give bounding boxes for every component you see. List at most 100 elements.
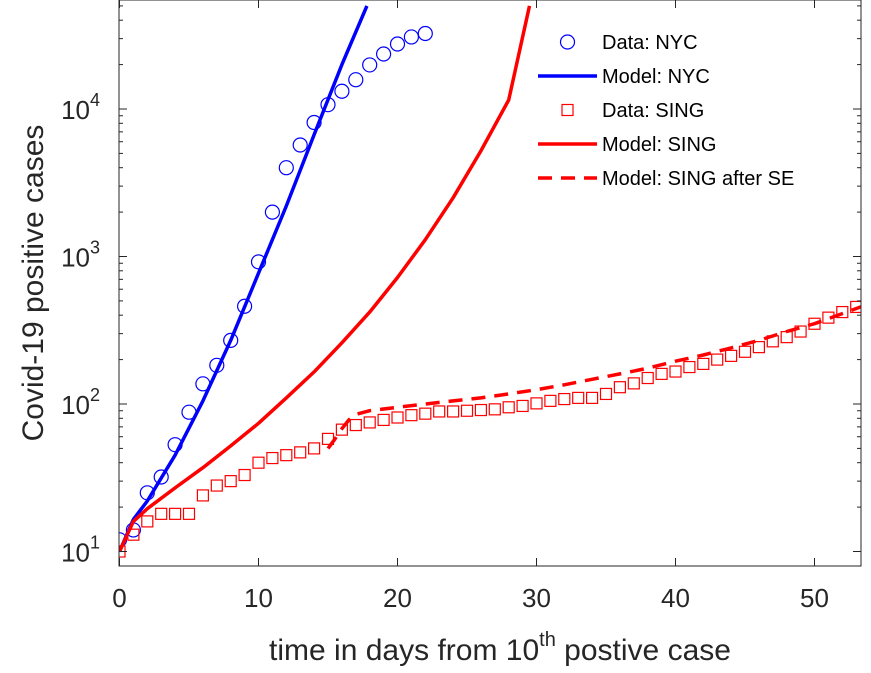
data-point — [447, 405, 460, 418]
data-point — [419, 407, 432, 420]
series-layer — [119, 5, 861, 558]
data-point — [405, 409, 418, 422]
series-model-sing-after-se — [326, 304, 861, 450]
y-tick-label: 103 — [61, 238, 100, 273]
x-tick-label: 40 — [661, 583, 690, 613]
legend-entry: Model: NYC — [538, 66, 710, 88]
y-tick-label-base: 10 — [61, 95, 90, 125]
data-point — [613, 381, 627, 394]
data-point — [223, 332, 239, 348]
data-point — [502, 401, 515, 414]
data-point — [363, 416, 376, 429]
data-point — [280, 449, 293, 462]
legend: Data: NYC Model: NYC Data: SING Model: SING… — [538, 32, 794, 190]
data-point — [752, 341, 766, 354]
legend-swatch — [561, 103, 574, 117]
data-point — [641, 371, 654, 385]
plot-area — [118, 0, 862, 567]
legend-label: Model: NYC — [602, 66, 710, 88]
x-tick-label: 10 — [244, 583, 273, 613]
legend-label: Model: SING — [602, 134, 716, 156]
data-point — [516, 399, 529, 413]
data-point — [389, 36, 406, 52]
plot-background — [119, 0, 861, 566]
y-tick-label: 102 — [61, 385, 100, 420]
data-point — [572, 391, 585, 404]
plot-frame — [118, 0, 862, 567]
data-point — [460, 404, 474, 417]
series-model-nyc — [119, 5, 369, 553]
data-point — [292, 137, 308, 153]
data-point — [724, 349, 738, 362]
y-tick-label-exponent: 1 — [90, 533, 100, 553]
data-point — [403, 29, 419, 45]
x-tick-label: 20 — [383, 583, 412, 613]
data-point — [334, 83, 350, 99]
data-point — [252, 456, 265, 469]
data-point — [391, 411, 404, 424]
data-point — [306, 114, 322, 131]
x-axis-title-superscript: th — [539, 629, 556, 651]
legend-swatch — [559, 34, 576, 50]
y-tick-label-exponent: 4 — [90, 90, 100, 110]
data-point — [558, 392, 571, 406]
y-tick-label-exponent: 3 — [90, 238, 100, 258]
data-point — [836, 305, 849, 319]
data-point — [599, 387, 613, 401]
data-point — [738, 345, 752, 358]
data-point — [655, 367, 668, 380]
x-tick-label: 50 — [800, 583, 829, 613]
series-data-nyc — [119, 25, 433, 548]
data-point — [294, 446, 307, 459]
data-point — [264, 204, 280, 220]
data-point — [794, 325, 807, 338]
legend-entry: Data: NYC — [559, 32, 698, 54]
data-point — [377, 413, 390, 427]
data-point — [417, 25, 433, 42]
data-point — [627, 377, 640, 390]
series-model-sing — [119, 5, 532, 553]
data-point — [488, 403, 501, 416]
series-line — [119, 5, 532, 553]
data-point — [683, 360, 696, 374]
data-point — [266, 451, 279, 465]
data-point — [697, 357, 710, 371]
data-point — [210, 479, 223, 492]
data-point — [530, 397, 543, 410]
data-point — [308, 442, 321, 455]
legend-label: Model: SING after SE — [602, 168, 794, 190]
x-axis-title: time in days from 10th postive case — [269, 629, 731, 667]
data-point — [850, 300, 861, 314]
x-axis-title-main: time in days from 10 — [269, 634, 539, 667]
data-point — [155, 507, 168, 520]
y-tick-label: 104 — [61, 90, 100, 125]
data-point — [349, 418, 362, 432]
data-point — [474, 403, 487, 417]
data-point — [669, 365, 682, 378]
data-point — [335, 423, 348, 436]
legend-entry: Data: SING — [561, 100, 704, 122]
x-axis-title-rest: postive case — [556, 634, 731, 667]
x-axis: 0 10 20 30 40 50 — [112, 0, 829, 613]
data-point — [182, 507, 196, 520]
data-point — [238, 468, 251, 482]
legend-entry: Model: SING after SE — [538, 168, 794, 190]
data-point — [169, 507, 182, 520]
data-point — [237, 298, 253, 314]
data-point — [376, 46, 392, 62]
series-line — [326, 304, 861, 450]
y-tick-label-base: 10 — [61, 243, 90, 273]
legend-label: Data: NYC — [602, 32, 698, 54]
data-point — [433, 405, 446, 418]
y-tick-label-base: 10 — [61, 538, 90, 568]
y-axis-title: Covid-19 positive cases — [17, 125, 50, 442]
y-tick-label: 101 — [61, 533, 100, 568]
legend-label: Data: SING — [602, 100, 704, 122]
data-point — [224, 475, 237, 488]
data-point — [141, 515, 154, 528]
data-point — [348, 72, 364, 88]
data-point — [278, 160, 294, 176]
data-point — [362, 57, 378, 73]
